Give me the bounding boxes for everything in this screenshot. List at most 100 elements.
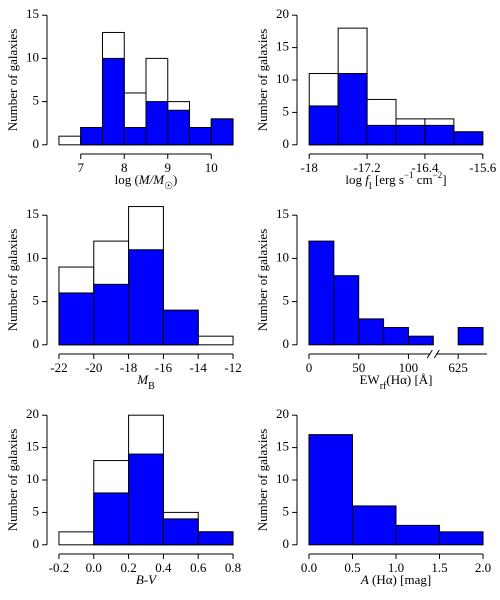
x-tick-label: 2.0: [475, 560, 491, 575]
x-tick-label: 10: [205, 160, 218, 175]
y-tick-label: 20: [276, 6, 289, 21]
x-axis-label-part: B: [148, 381, 155, 392]
x-tick-label: 0.4: [155, 560, 172, 575]
bar: [358, 318, 385, 346]
bar: [167, 109, 191, 146]
x-axis-label: MB: [136, 372, 155, 392]
y-tick-label: 0: [33, 536, 40, 551]
x-tick-label: 625: [448, 360, 468, 375]
bar: [58, 531, 95, 546]
bar: [395, 524, 441, 546]
y-tick-label: 0: [283, 336, 290, 351]
y-axis-label: Number of galaxies: [255, 29, 270, 132]
bar: [210, 118, 234, 146]
x-tick-label: -18: [120, 360, 137, 375]
bar: [58, 292, 95, 346]
y-tick-label: 10: [26, 249, 39, 264]
bar: [197, 531, 234, 546]
x-axis-label-part: (Hα) [Å]: [386, 372, 432, 387]
x-tick-label: -16: [155, 360, 173, 375]
bar: [457, 327, 484, 346]
bar: [93, 492, 130, 546]
x-tick-label: -17.2: [354, 160, 381, 175]
y-tick-label: 10: [276, 249, 289, 264]
x-axis-label-part: log: [345, 172, 365, 187]
x-tick-label: -20: [85, 360, 102, 375]
y-tick-label: 0: [33, 136, 40, 151]
x-axis-label-part: −2: [433, 170, 443, 180]
x-axis-label-part: (Hα) [mag]: [369, 572, 431, 587]
panel: 0 5 10 15 20 Number of galaxies 0.0 0.5 1.0 1.5 2.…: [255, 406, 491, 587]
x-axis-label-part: EW: [359, 372, 380, 387]
x-tick-label: -0.2: [49, 560, 70, 575]
bar: [189, 127, 212, 146]
bar: [366, 124, 397, 146]
bar: [308, 434, 353, 546]
x-tick-label: -18: [301, 160, 318, 175]
bar: [337, 73, 368, 146]
y-tick-label: 10: [26, 471, 39, 486]
bar: [439, 531, 484, 546]
bar: [128, 249, 164, 346]
x-axis-label-part: ☉: [164, 181, 173, 192]
bar: [424, 124, 455, 146]
x-tick-label: 0.5: [344, 560, 360, 575]
x-tick-label: 9: [165, 160, 172, 175]
y-tick-label: 10: [276, 71, 289, 86]
x-axis-label-part: M/M: [138, 172, 165, 187]
x-axis-label-part: cm: [414, 172, 433, 187]
x-axis-label-part: M: [136, 372, 149, 387]
x-tick-label: 0: [306, 360, 313, 375]
panel: 0 5 10 15 Number of galaxies -22 -20 -18 -16 -14 -…: [5, 206, 242, 392]
y-axis-label: Number of galaxies: [255, 229, 270, 332]
y-tick-label: 5: [283, 293, 290, 308]
x-axis-label-part: [erg s: [372, 172, 404, 187]
x-tick-label: -14: [190, 360, 208, 375]
y-tick-label: 5: [33, 503, 40, 518]
y-tick-label: 0: [33, 336, 40, 351]
y-tick-label: 5: [283, 503, 290, 518]
x-axis-label-part: ]: [442, 172, 446, 187]
bar: [395, 124, 426, 146]
y-tick-label: 5: [283, 103, 290, 118]
x-tick-label: 50: [352, 360, 365, 375]
y-axis-label: Number of galaxies: [5, 429, 20, 532]
y-tick-label: 15: [26, 6, 39, 21]
panel: 0 5 10 15 20 Number of galaxies -18 -17.2 -16.4 -…: [255, 6, 497, 192]
panel: 0 5 10 15 20 Number of galaxies -0.2 0.0 0.2 0.4 0…: [5, 406, 241, 587]
y-axis-label: Number of galaxies: [255, 429, 270, 532]
bar: [123, 127, 147, 146]
y-tick-label: 15: [276, 439, 289, 454]
y-tick-label: 15: [26, 206, 39, 221]
x-axis-label: EWrf(Hα) [Å]: [359, 372, 432, 392]
y-axis-label: Number of galaxies: [5, 29, 20, 132]
x-axis-label: A (Hα) [mag]: [360, 572, 431, 587]
x-tick-label: -15.6: [469, 160, 497, 175]
panel: 0 5 10 15 Number of galaxies 0 50 100 625 EWrf(Hα…: [255, 206, 488, 392]
y-tick-label: 15: [276, 206, 289, 221]
y-tick-label: 5: [33, 293, 40, 308]
x-tick-label: 100: [399, 360, 419, 375]
y-tick-label: 15: [26, 439, 39, 454]
y-tick-label: 10: [26, 49, 39, 64]
x-axis-label-part: −1: [404, 170, 414, 180]
x-axis-label: log (M/M☉): [115, 172, 178, 192]
x-tick-label: 8: [121, 160, 128, 175]
y-tick-label: 20: [26, 406, 39, 421]
bar: [333, 275, 360, 346]
y-axis-label: Number of galaxies: [5, 229, 20, 332]
x-tick-label: 0.6: [190, 560, 207, 575]
y-tick-label: 10: [276, 471, 289, 486]
x-axis-label-part: B-V: [136, 572, 158, 587]
x-tick-label: 1.0: [388, 560, 404, 575]
bar: [308, 240, 335, 346]
bar: [407, 335, 434, 346]
bar: [197, 335, 234, 346]
x-tick-label: 0.2: [120, 560, 136, 575]
bar: [58, 135, 82, 146]
bar: [308, 105, 339, 146]
bar: [80, 127, 103, 146]
x-axis-label-part: l: [369, 181, 372, 192]
x-tick-label: 0.8: [225, 560, 241, 575]
